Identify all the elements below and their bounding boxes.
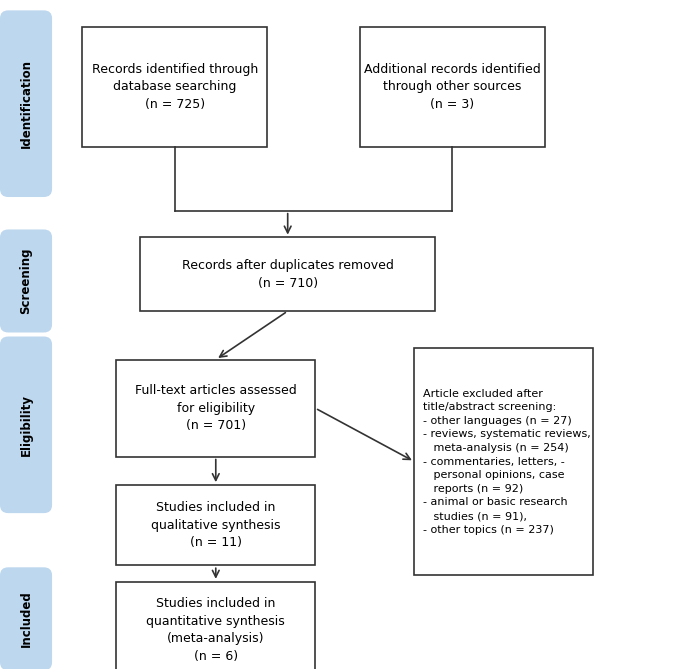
FancyBboxPatch shape (116, 360, 315, 456)
FancyBboxPatch shape (0, 337, 52, 513)
Text: Included: Included (20, 591, 32, 647)
Text: Additional records identified
through other sources
(n = 3): Additional records identified through ot… (364, 63, 540, 111)
FancyBboxPatch shape (0, 567, 52, 669)
Text: Screening: Screening (20, 248, 32, 314)
FancyBboxPatch shape (140, 237, 435, 311)
Text: Records identified through
database searching
(n = 725): Records identified through database sear… (92, 63, 258, 111)
FancyBboxPatch shape (0, 10, 52, 197)
FancyBboxPatch shape (414, 348, 593, 575)
Text: Records after duplicates removed
(n = 710): Records after duplicates removed (n = 71… (182, 259, 394, 290)
FancyBboxPatch shape (116, 485, 315, 565)
Text: Eligibility: Eligibility (20, 394, 32, 456)
FancyBboxPatch shape (0, 229, 52, 332)
FancyBboxPatch shape (360, 27, 545, 147)
Text: Article excluded after
title/abstract screening:
- other languages (n = 27)
- re: Article excluded after title/abstract sc… (423, 389, 590, 535)
Text: Identification: Identification (20, 59, 32, 149)
Text: Studies included in
quantitative synthesis
(meta-analysis)
(n = 6): Studies included in quantitative synthes… (147, 597, 285, 663)
Text: Full-text articles assessed
for eligibility
(n = 701): Full-text articles assessed for eligibil… (135, 384, 297, 432)
FancyBboxPatch shape (116, 581, 315, 669)
FancyBboxPatch shape (82, 27, 267, 147)
Text: Studies included in
qualitative synthesis
(n = 11): Studies included in qualitative synthesi… (151, 501, 281, 549)
